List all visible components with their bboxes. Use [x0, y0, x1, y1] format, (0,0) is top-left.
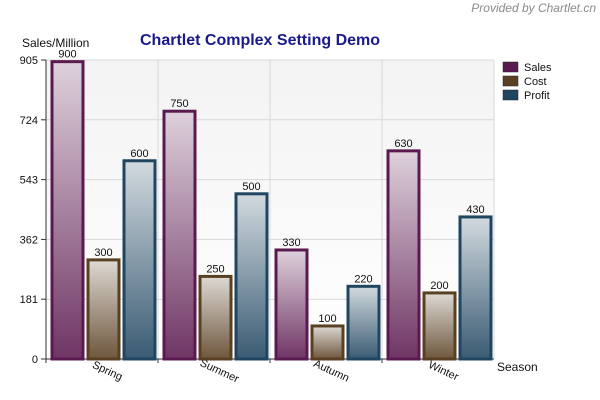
data-label-sales-summer: 750: [170, 98, 188, 110]
bar-profit-winter: [458, 215, 493, 361]
data-label-cost-winter: 200: [430, 280, 448, 292]
y-tick-label: 724: [20, 115, 38, 127]
bars: 900 300 600 750 250 500 330 100 220 630 200 430: [50, 49, 493, 361]
y-axis-label: Sales/Million: [22, 36, 89, 50]
bar-sales-spring: [50, 60, 85, 361]
y-tick-label: 905: [20, 55, 38, 67]
legend-swatch-profit: [502, 89, 519, 101]
data-label-sales-winter: 630: [394, 138, 412, 150]
data-label-sales-autumn: 330: [282, 237, 300, 249]
data-label-profit-autumn: 220: [354, 273, 372, 285]
y-tick-label: 0: [32, 354, 38, 366]
bar-cost-summer: [198, 274, 233, 361]
legend-label-sales: Sales: [524, 62, 552, 74]
y-tick-label: 181: [20, 294, 38, 306]
legend-swatch-cost: [502, 75, 519, 87]
bar-sales-summer: [162, 109, 197, 361]
x-axis-label: Season: [497, 360, 538, 374]
bar-cost-spring: [86, 258, 121, 361]
credit-text: Provided by Chartlet.cn: [471, 1, 596, 15]
x-tick-label-winter: Winter: [426, 359, 460, 383]
bar-sales-autumn: [274, 248, 309, 361]
data-label-cost-autumn: 100: [318, 313, 336, 325]
y-tick-label: 543: [20, 175, 38, 187]
grid: [46, 59, 495, 359]
data-label-cost-summer: 250: [206, 263, 224, 275]
x-tick-label-summer: Summer: [198, 357, 241, 386]
chart-title: Chartlet Complex Setting Demo: [140, 32, 380, 49]
bar-cost-winter: [422, 291, 457, 361]
data-label-cost-spring: 300: [94, 247, 112, 259]
bar-sales-winter: [386, 149, 421, 361]
data-label-sales-spring: 900: [58, 49, 76, 61]
legend-label-cost: Cost: [524, 76, 547, 88]
bar-cost-autumn: [310, 324, 345, 361]
bar-profit-spring: [122, 159, 157, 361]
bar-profit-autumn: [346, 284, 381, 361]
y-tick-label: 362: [20, 234, 38, 246]
data-label-profit-winter: 430: [466, 204, 484, 216]
bar-profit-summer: [234, 192, 269, 361]
x-tick-label-autumn: Autumn: [312, 358, 351, 385]
x-tick-label-spring: Spring: [90, 359, 124, 383]
legend-label-profit: Profit: [524, 90, 550, 102]
data-label-profit-summer: 500: [242, 181, 260, 193]
legend: Sales Cost Profit: [502, 61, 552, 102]
legend-swatch-sales: [502, 61, 519, 73]
data-label-profit-spring: 600: [130, 148, 148, 160]
